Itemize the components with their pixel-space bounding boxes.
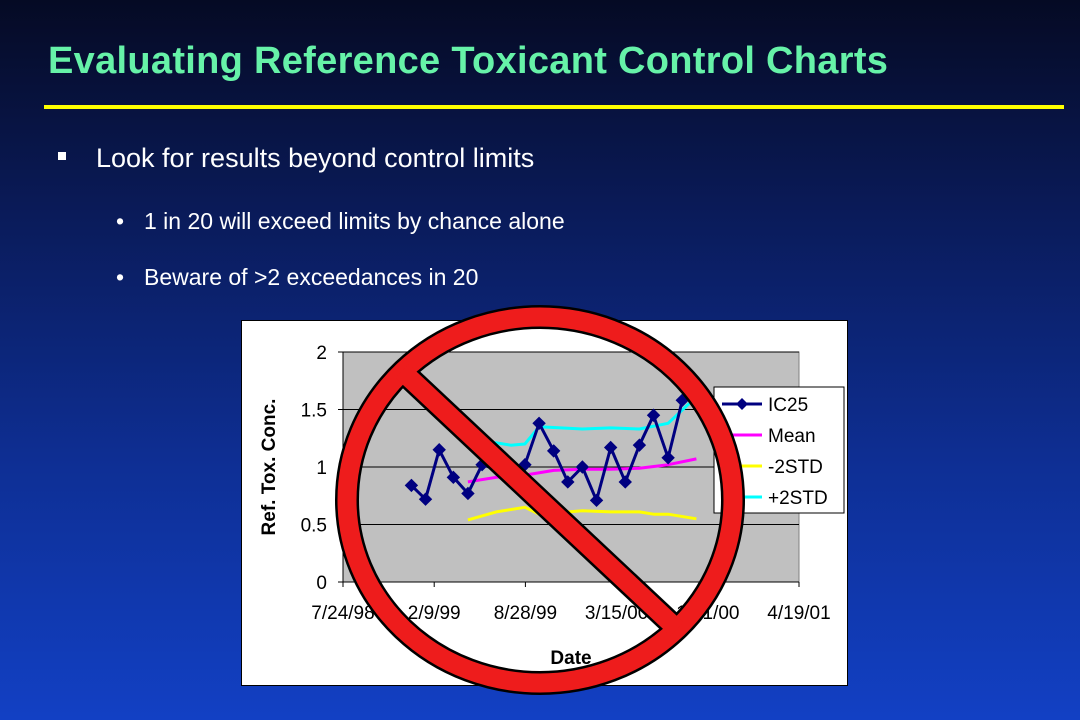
legend-label: Mean	[768, 426, 816, 447]
y-tick-label: 0	[316, 573, 327, 594]
x-axis-label: Date	[550, 648, 591, 669]
data-point	[532, 416, 546, 431]
sub-bullet-dot-icon: •	[116, 264, 125, 290]
x-tick-label: 2/9/99	[408, 603, 461, 624]
y-tick-label: 1	[316, 458, 327, 479]
chart-container: 0 0.5 1 1.5 2 7/24/98 2/9/99 8/28/99 3/15/00 10/1…	[241, 320, 848, 686]
sub-bullet-text: 1 in 20 will exceed limits by chance alo…	[144, 208, 565, 234]
slide-title: Evaluating Reference Toxicant Control Ch…	[48, 40, 889, 82]
legend-marker	[736, 398, 748, 410]
prohibition-icon	[335, 305, 745, 695]
x-tick-label: 8/28/99	[494, 603, 557, 624]
legend-label: +2STD	[768, 488, 828, 509]
data-point	[561, 475, 575, 489]
data-point	[446, 470, 461, 485]
y-tick-label: 0.5	[301, 516, 327, 537]
legend-label: -2STD	[768, 457, 823, 478]
sub-bullet-text: Beware of >2 exceedances in 20	[144, 264, 479, 290]
legend-label: IC25	[768, 395, 808, 416]
data-point	[404, 478, 419, 493]
square-bullet-icon	[58, 152, 66, 160]
sub-bullet-dot-icon: •	[116, 208, 125, 234]
data-point	[461, 486, 475, 501]
data-point	[632, 438, 647, 452]
x-tick-label: 3/15/00	[585, 603, 648, 624]
y-axis-label: Ref. Tox. Conc.	[259, 399, 280, 536]
data-point	[546, 444, 561, 458]
series-line	[467, 505, 697, 522]
data-point	[432, 443, 446, 457]
x-tick-label: 7/24/98	[311, 603, 374, 624]
data-point	[575, 460, 590, 474]
data-point	[589, 493, 604, 508]
y-tick-label: 2	[316, 343, 327, 364]
data-point	[603, 440, 618, 455]
series-line	[467, 395, 698, 447]
data-point	[618, 475, 632, 489]
data-point	[661, 451, 675, 465]
data-point	[646, 408, 661, 422]
main-bullet-text: Look for results beyond control limits	[96, 143, 535, 173]
x-tick-label: 4/19/01	[767, 603, 830, 624]
data-point	[418, 492, 433, 506]
title-underline	[44, 105, 1064, 109]
y-tick-label: 1.5	[301, 401, 327, 422]
